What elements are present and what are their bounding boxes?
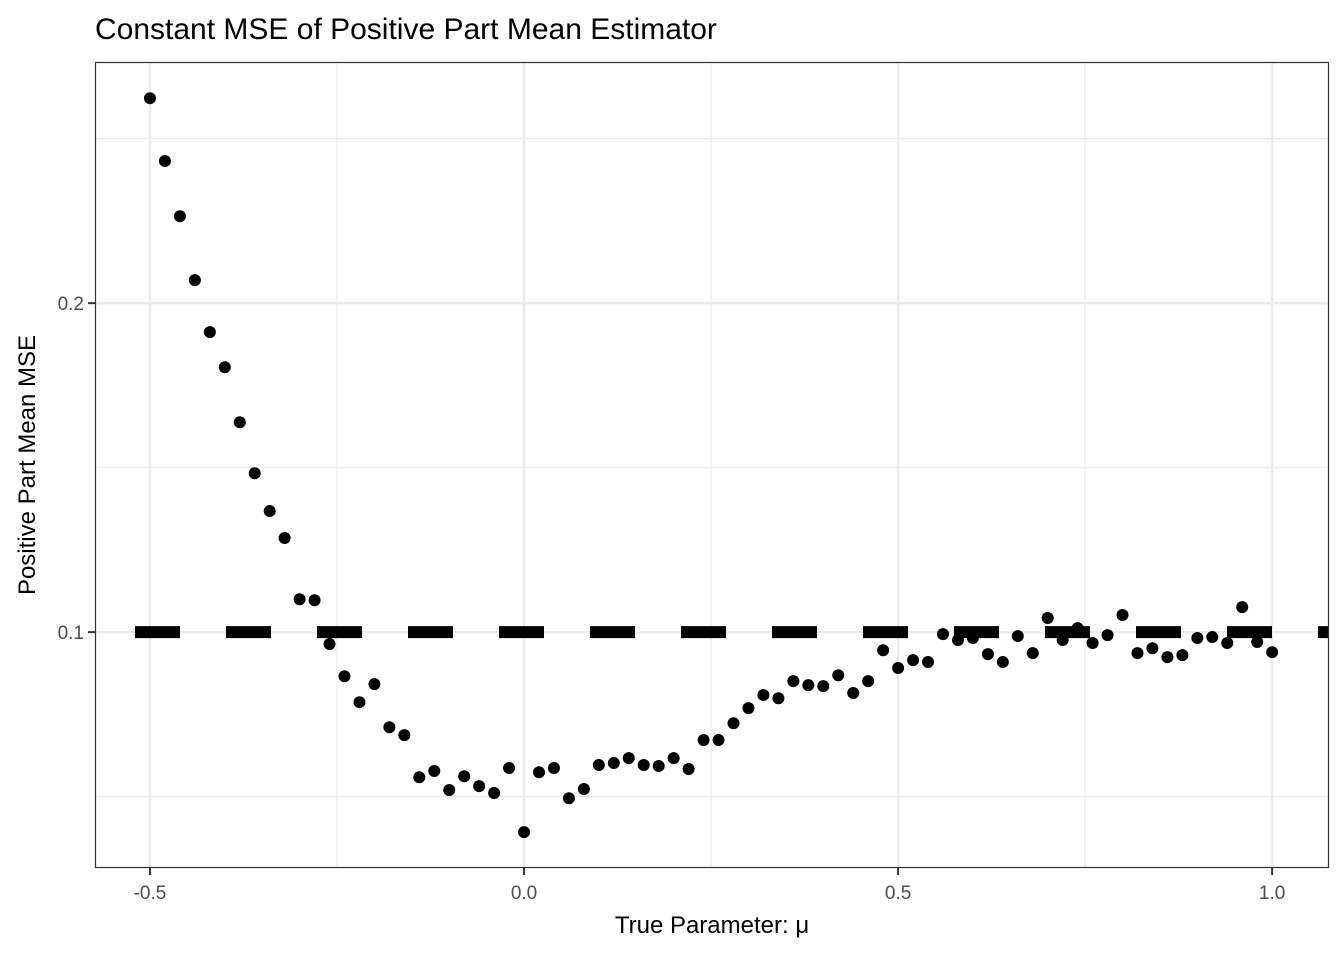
data-point: [1191, 632, 1204, 645]
data-point: [1236, 601, 1249, 614]
data-point: [503, 761, 516, 774]
data-point: [712, 734, 725, 747]
x-tick-label: 0.0: [511, 883, 537, 904]
data-point: [787, 675, 800, 688]
data-point: [802, 679, 815, 692]
data-point: [428, 764, 441, 777]
data-point: [233, 416, 246, 429]
panel-border: [94, 61, 1330, 869]
data-point: [1056, 634, 1069, 647]
grid: [95, 62, 1329, 868]
x-tick-label: 0.5: [885, 883, 911, 904]
y-tick-label: 0.1: [58, 623, 84, 644]
data-point: [727, 717, 740, 730]
data-point: [1011, 630, 1024, 643]
data-point: [1251, 635, 1264, 648]
data-point: [1266, 646, 1279, 659]
data-point: [518, 826, 531, 839]
data-point: [1131, 647, 1144, 660]
data-point: [383, 721, 396, 734]
data-point: [533, 766, 546, 779]
data-point: [652, 760, 665, 773]
data-point: [847, 686, 860, 699]
data-point: [757, 688, 770, 701]
data-point: [203, 326, 216, 339]
data-point: [637, 759, 650, 772]
data-point: [922, 656, 935, 669]
data-point: [742, 702, 755, 715]
data-point: [892, 661, 905, 674]
data-point: [473, 780, 486, 793]
data-point: [143, 92, 156, 105]
data-point: [488, 786, 501, 799]
data-point: [951, 634, 964, 647]
data-point: [577, 783, 590, 796]
data-point: [263, 505, 276, 518]
data-point: [218, 361, 231, 374]
points: [143, 92, 1279, 839]
data-point: [353, 696, 366, 709]
data-point: [622, 752, 635, 765]
x-axis-label: True Parameter: μ: [615, 912, 809, 939]
data-point: [368, 678, 381, 691]
data-point: [667, 752, 680, 765]
data-point: [682, 762, 695, 775]
data-point: [877, 644, 890, 657]
data-point: [248, 467, 261, 480]
y-axis: 0.1 0.2: [58, 294, 95, 644]
data-point: [907, 654, 920, 667]
data-point: [323, 637, 336, 650]
data-point: [1101, 629, 1114, 642]
data-point: [1086, 636, 1099, 649]
x-tick-label: 1.0: [1259, 883, 1285, 904]
data-point: [1206, 631, 1219, 644]
data-point: [1221, 636, 1234, 649]
data-point: [158, 155, 171, 168]
data-point: [607, 757, 620, 770]
panel-background: [95, 62, 1329, 868]
data-point: [981, 648, 994, 661]
data-point: [1176, 649, 1189, 662]
data-point: [817, 680, 830, 693]
data-point: [1116, 609, 1129, 622]
data-point: [278, 532, 291, 545]
data-point: [1071, 622, 1084, 635]
data-point: [862, 675, 875, 688]
data-point: [1161, 651, 1174, 664]
data-point: [547, 761, 560, 774]
y-tick-label: 0.2: [58, 294, 84, 315]
y-axis-label: Positive Part Mean MSE: [14, 335, 41, 595]
data-point: [832, 669, 845, 682]
data-point: [308, 594, 321, 607]
data-point: [936, 628, 949, 641]
data-point: [592, 759, 605, 772]
data-point: [772, 692, 785, 705]
data-point: [188, 274, 201, 287]
data-point: [1041, 611, 1054, 624]
data-point: [398, 729, 411, 742]
x-axis: -0.5 0.0 0.5 1.0: [134, 868, 1285, 904]
data-point: [562, 792, 575, 805]
data-point: [338, 670, 351, 683]
data-point: [966, 632, 979, 645]
data-point: [413, 771, 426, 784]
chart-title: Constant MSE of Positive Part Mean Estim…: [95, 13, 717, 46]
data-point: [996, 656, 1009, 669]
data-point: [1026, 647, 1039, 660]
x-tick-label: -0.5: [134, 883, 167, 904]
data-point: [443, 784, 456, 797]
data-point: [458, 770, 471, 783]
data-point: [173, 210, 186, 223]
data-point: [1146, 642, 1159, 655]
data-point: [293, 593, 306, 606]
data-point: [697, 734, 710, 747]
